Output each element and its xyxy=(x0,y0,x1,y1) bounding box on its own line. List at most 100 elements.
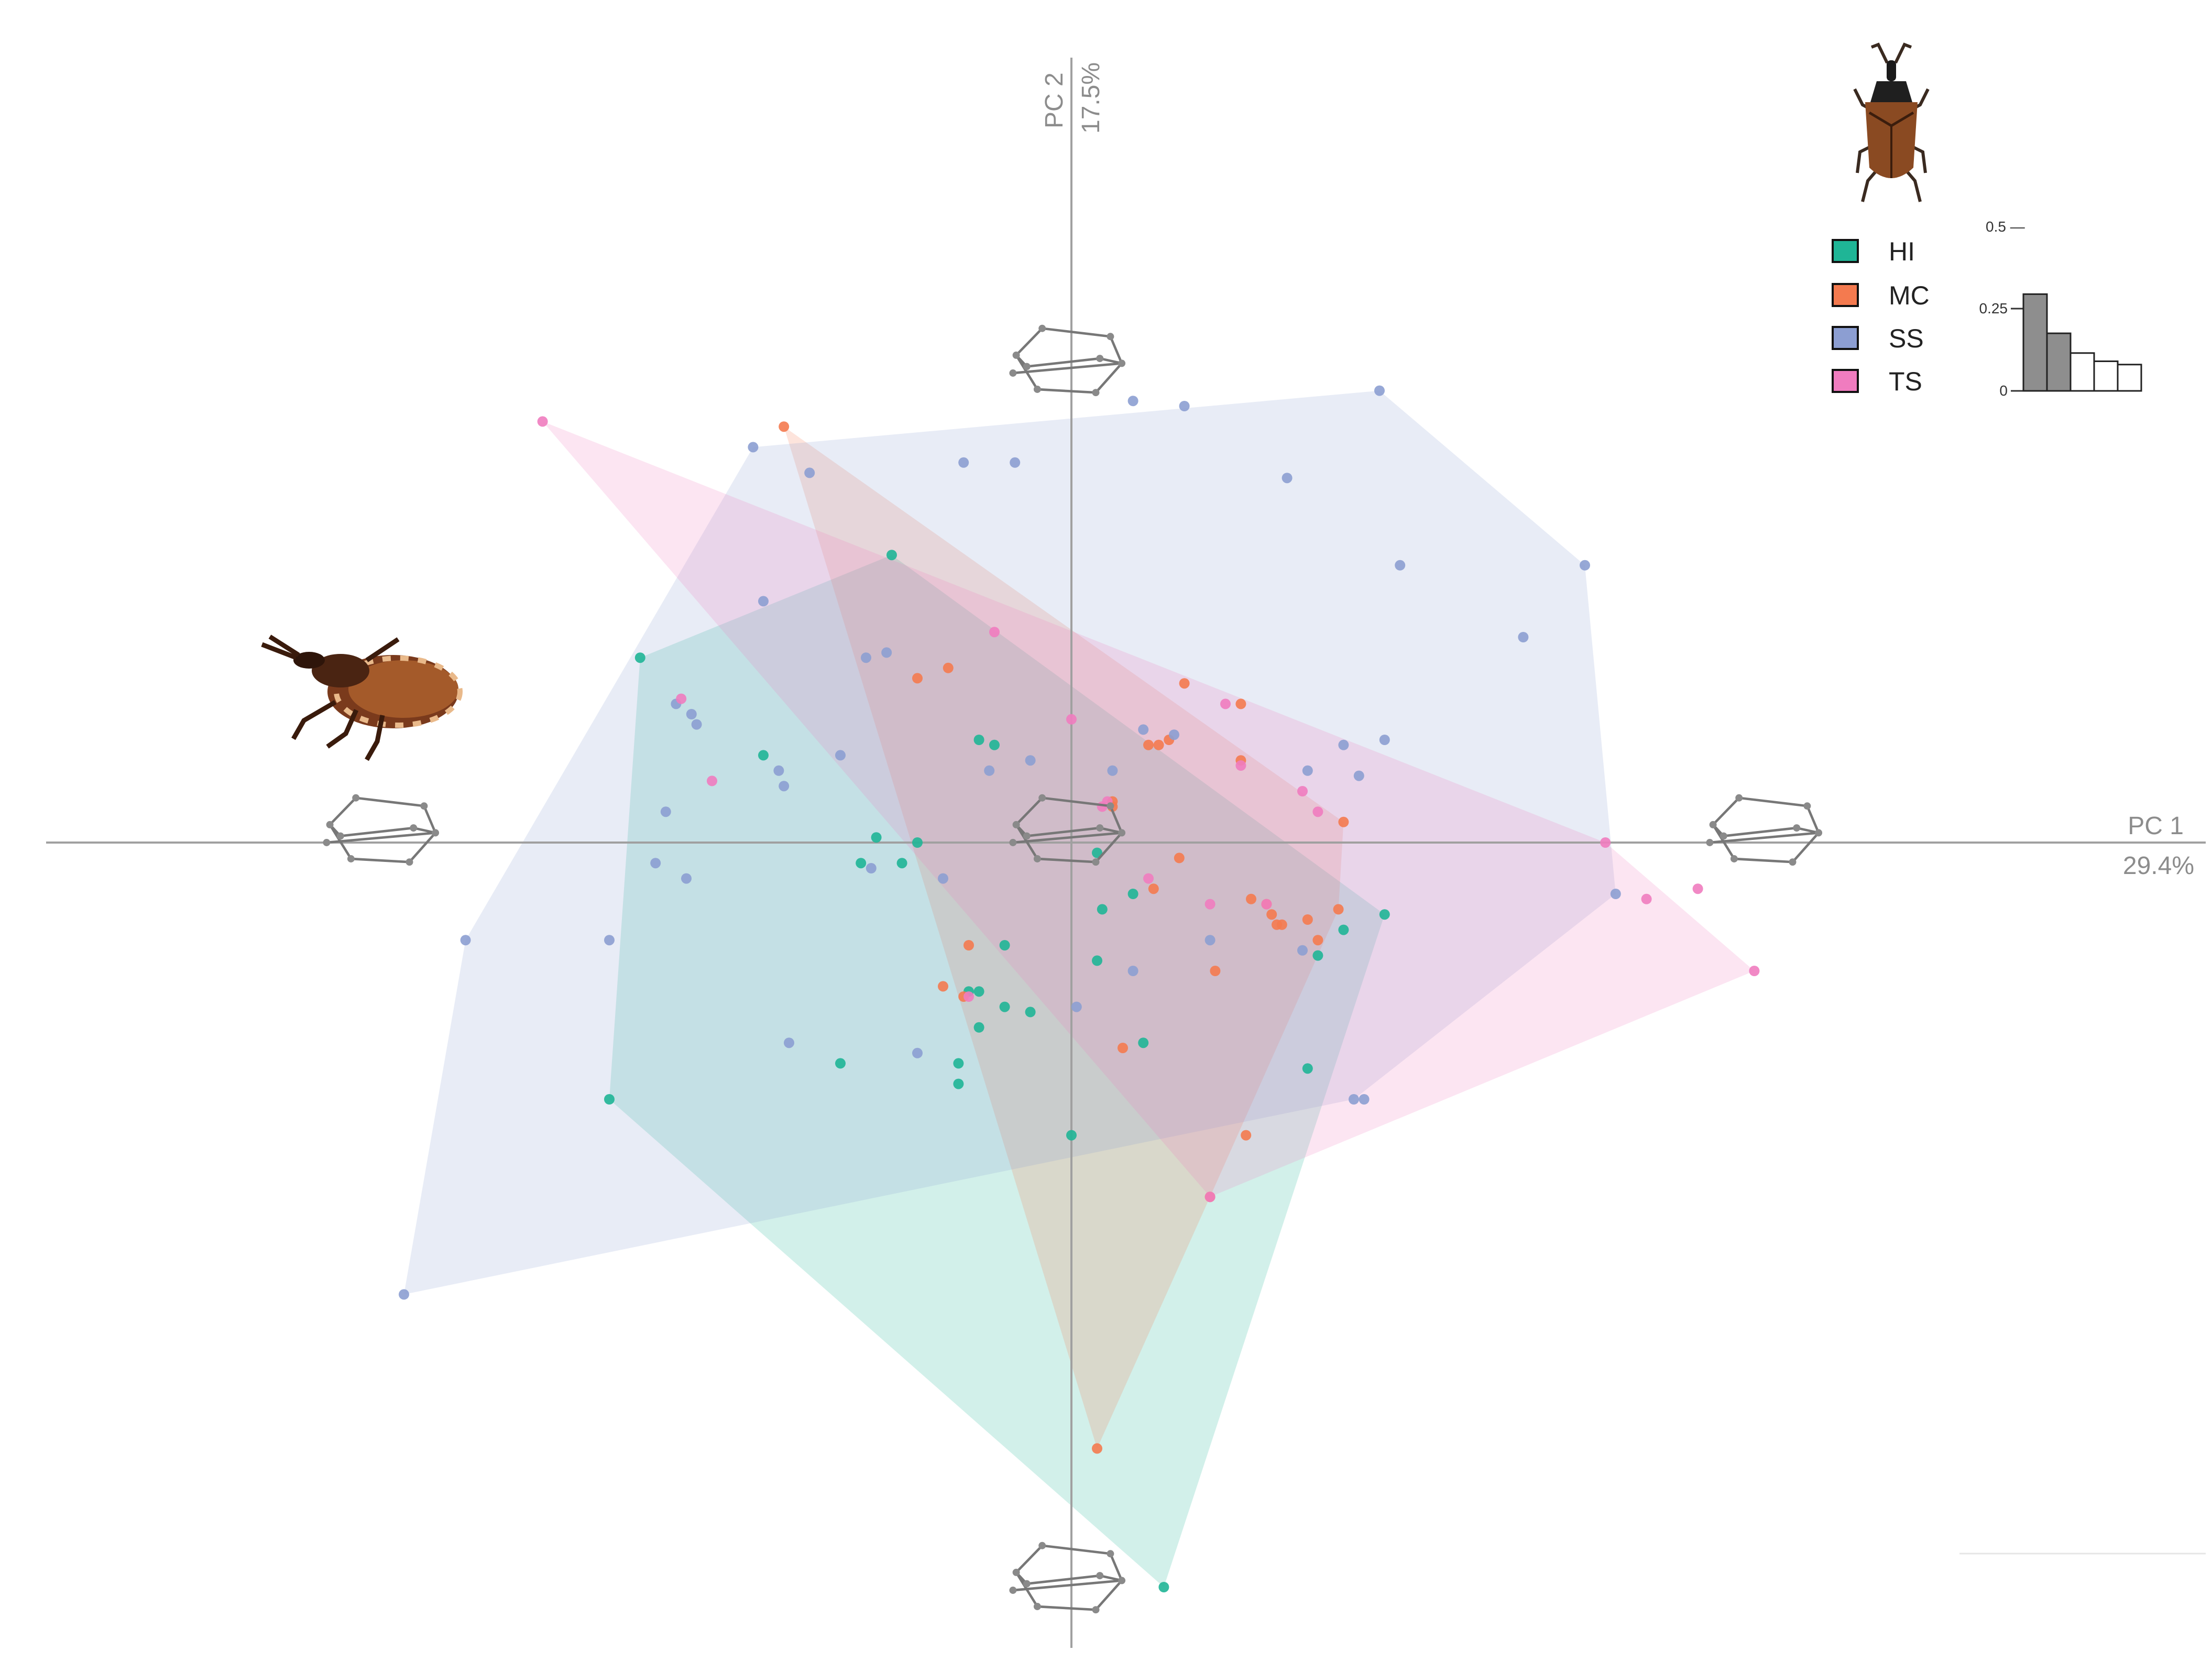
point-hi xyxy=(912,837,923,848)
wing-landmark xyxy=(1118,359,1126,367)
point-ss xyxy=(1395,560,1406,571)
wing-grid-0 xyxy=(1009,324,1126,397)
wing-landmark xyxy=(1009,1587,1017,1594)
point-mc xyxy=(1174,853,1185,864)
wing-landmark xyxy=(1118,829,1126,837)
wing-landmark xyxy=(1735,794,1743,802)
point-hi xyxy=(1338,924,1349,935)
point-ss xyxy=(984,765,995,776)
wing-grid-line xyxy=(1806,805,1820,834)
wing-grid-line xyxy=(1712,797,1740,826)
wing-grid-line xyxy=(1042,327,1111,338)
legend-swatch-hi xyxy=(1832,239,1859,263)
wing-landmark xyxy=(1033,1603,1041,1610)
wing-landmark xyxy=(1038,324,1046,332)
point-ss xyxy=(1107,765,1118,776)
point-ss xyxy=(1359,1094,1370,1105)
point-ss xyxy=(881,647,892,658)
wing-landmark xyxy=(1107,1550,1114,1558)
point-ss xyxy=(1338,739,1349,750)
wing-landmark xyxy=(323,839,331,846)
wing-landmark xyxy=(1012,821,1020,828)
point-ts xyxy=(1220,698,1231,709)
legend-swatch-mc xyxy=(1832,283,1859,307)
point-mc xyxy=(1272,919,1282,930)
point-mc xyxy=(1148,883,1159,894)
point-ss xyxy=(650,858,661,869)
inset-bar xyxy=(2117,364,2142,392)
point-ss xyxy=(460,935,471,946)
point-ss xyxy=(1071,1001,1082,1012)
wing-landmark xyxy=(1096,355,1104,363)
inset-tick-label-top: 0.5 — xyxy=(1986,218,2025,235)
wing-landmark xyxy=(1012,351,1020,359)
wing-landmark xyxy=(1038,1542,1046,1549)
legend-label-mc: MC xyxy=(1889,281,1930,310)
point-ts xyxy=(707,775,717,786)
convex-hulls xyxy=(404,390,1755,1587)
point-ss xyxy=(1349,1094,1359,1105)
wing-grid-line xyxy=(1013,1579,1122,1592)
wing-grid-line xyxy=(1734,857,1793,864)
point-ss xyxy=(1282,473,1293,484)
wing-landmark xyxy=(1038,794,1046,802)
wing-grid-line xyxy=(1791,832,1820,863)
point-mc xyxy=(1179,678,1190,689)
point-ss xyxy=(784,1037,794,1048)
point-ts xyxy=(1204,899,1215,910)
wing-landmark xyxy=(1107,802,1114,810)
inset-bar xyxy=(2046,332,2072,392)
wing-landmark xyxy=(1096,824,1104,832)
point-ts xyxy=(1641,893,1652,904)
legend-swatch-ss xyxy=(1832,326,1859,350)
point-ss xyxy=(1518,632,1529,642)
wing-grid-line xyxy=(1109,805,1123,834)
point-mc xyxy=(912,673,923,684)
y-axis-variance: 17.5% xyxy=(1077,62,1105,134)
wing-grid-line xyxy=(1037,1605,1096,1611)
wing-grid-line xyxy=(1042,796,1111,807)
point-ts xyxy=(1204,1192,1215,1203)
point-ss xyxy=(748,442,759,453)
inset-bar xyxy=(2022,293,2048,392)
wing-landmark-grid-icon xyxy=(323,324,1823,1614)
wing-landmark xyxy=(420,802,428,810)
point-hi xyxy=(1066,1130,1077,1141)
point-ss xyxy=(779,781,790,792)
point-mc xyxy=(1143,739,1154,750)
point-ss xyxy=(1138,724,1149,735)
wing-landmark xyxy=(1096,1572,1104,1580)
wing-landmark xyxy=(1092,1606,1100,1614)
wing-landmark xyxy=(1009,839,1017,846)
wing-landmark xyxy=(1023,832,1031,840)
point-mc xyxy=(1118,1043,1128,1053)
point-mc xyxy=(1338,816,1349,827)
point-ss xyxy=(1302,765,1313,776)
data-points xyxy=(399,385,1760,1592)
hull-mc xyxy=(784,427,1344,1449)
point-ts xyxy=(676,693,687,704)
kissing-bug-lateral-icon xyxy=(261,635,463,761)
point-ts xyxy=(1143,873,1154,884)
point-ss xyxy=(938,873,948,884)
wing-landmark xyxy=(1793,824,1801,832)
wing-landmark xyxy=(406,858,413,866)
wing-landmark xyxy=(347,855,355,862)
point-mc xyxy=(1246,893,1256,904)
point-ss xyxy=(1610,889,1621,899)
point-hi xyxy=(896,858,907,869)
point-mc xyxy=(1241,1130,1252,1141)
point-mc xyxy=(1153,739,1164,750)
point-hi xyxy=(871,832,882,843)
point-hi xyxy=(886,550,897,561)
point-hi xyxy=(835,1058,846,1069)
point-ts xyxy=(1600,837,1611,848)
wing-grid-line xyxy=(1015,1545,1043,1573)
point-ss xyxy=(1297,945,1308,956)
wing-grid-line xyxy=(340,826,414,837)
wing-landmark xyxy=(1033,386,1041,393)
inset-bar xyxy=(2069,352,2095,392)
wing-grid-line xyxy=(1094,362,1123,394)
point-ss xyxy=(691,719,702,730)
